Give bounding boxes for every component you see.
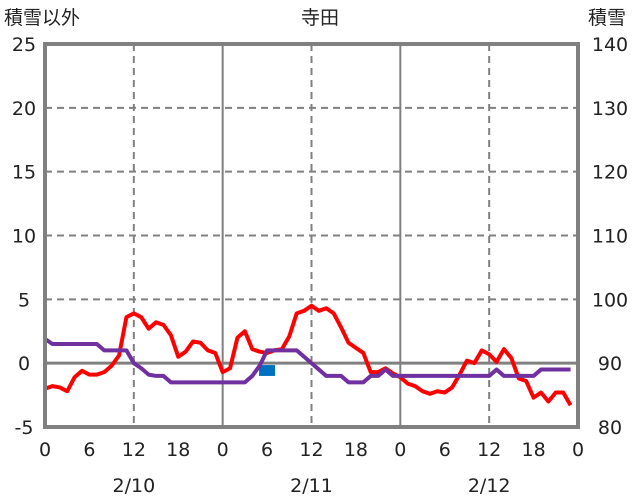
x-tick-label: 18 xyxy=(166,439,190,461)
snow-depth-line xyxy=(43,337,571,385)
lines xyxy=(43,303,573,407)
x-tick-label: 12 xyxy=(477,439,501,461)
x-tick-label: 6 xyxy=(439,439,451,461)
left-tick-label: 20 xyxy=(12,98,36,120)
x-tick-label: 12 xyxy=(299,439,323,461)
right-tick-label: 110 xyxy=(592,226,628,248)
x-tick-label: 18 xyxy=(521,439,545,461)
x-tick-label: 0 xyxy=(572,439,584,461)
x-tick-label: 6 xyxy=(83,439,95,461)
grid xyxy=(45,44,578,427)
date-labels: 2/10 2/11 2/12 xyxy=(112,475,510,497)
precip-bar xyxy=(259,365,276,376)
x-tick-label: 0 xyxy=(39,439,51,461)
date-label: 2/10 xyxy=(112,475,155,497)
right-tick-label: 130 xyxy=(592,98,628,120)
x-tick-label: 6 xyxy=(261,439,273,461)
left-axis-label: 積雪以外 xyxy=(4,7,80,29)
x-tick-label: 18 xyxy=(344,439,368,461)
chart-title: 寺田 xyxy=(301,7,339,29)
left-tick-label: -5 xyxy=(15,417,34,439)
x-ticks: 0 6 12 18 0 6 12 18 0 6 12 18 0 xyxy=(39,439,584,461)
left-ticks: 25 20 15 10 5 0 -5 xyxy=(12,34,36,439)
x-tick-label: 0 xyxy=(217,439,229,461)
left-tick-label: 5 xyxy=(18,289,30,311)
right-axis-label: 積雪 xyxy=(588,7,626,29)
right-tick-label: 80 xyxy=(598,417,622,439)
right-ticks: 140 130 120 110 100 90 80 xyxy=(592,34,628,439)
temperature-line xyxy=(44,303,573,407)
date-label: 2/11 xyxy=(290,475,333,497)
date-label: 2/12 xyxy=(468,475,511,497)
right-tick-label: 90 xyxy=(598,353,622,375)
left-tick-label: 0 xyxy=(18,353,30,375)
right-tick-label: 100 xyxy=(592,289,628,311)
x-tick-label: 0 xyxy=(394,439,406,461)
left-tick-label: 10 xyxy=(12,226,36,248)
left-tick-label: 15 xyxy=(12,162,36,184)
right-tick-label: 140 xyxy=(592,34,628,56)
bars xyxy=(259,365,276,376)
plot-frame xyxy=(43,42,580,429)
right-tick-label: 120 xyxy=(592,162,628,184)
left-tick-label: 25 xyxy=(12,34,36,56)
x-tick-label: 12 xyxy=(122,439,146,461)
